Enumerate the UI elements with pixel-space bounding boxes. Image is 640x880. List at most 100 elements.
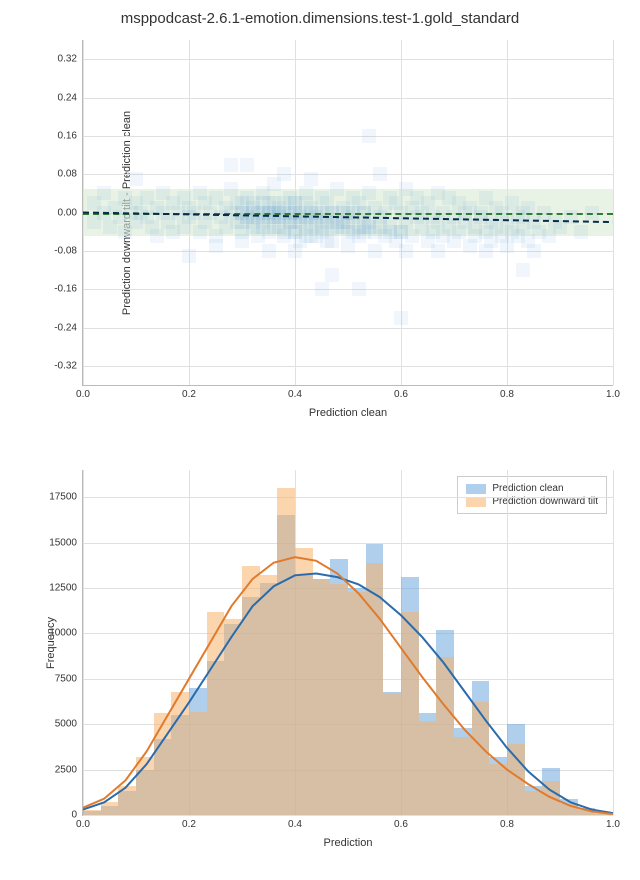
hist-bar	[171, 692, 188, 815]
grid-line	[83, 470, 84, 815]
scatter-point	[357, 225, 371, 239]
reference-line	[83, 213, 613, 215]
scatter-point	[527, 244, 541, 258]
xtick-label: 0.2	[182, 819, 196, 830]
xtick-label: 0.8	[500, 389, 514, 400]
xtick-label: 0.2	[182, 389, 196, 400]
xtick-label: 0.6	[394, 389, 408, 400]
grid-line	[83, 174, 613, 175]
xtick-label: 0.8	[500, 819, 514, 830]
ytick-label: 0.32	[58, 54, 77, 65]
hist-bar	[224, 619, 241, 815]
scatter-point	[97, 186, 111, 200]
ytick-label: 15000	[49, 537, 77, 548]
hist-bar	[454, 737, 471, 815]
scatter-point	[224, 182, 238, 196]
ytick-label: 0.24	[58, 92, 77, 103]
scatter-point	[224, 158, 238, 172]
scatter-point	[235, 234, 249, 248]
hist-bar	[83, 810, 100, 815]
hist-bar	[118, 786, 135, 815]
ytick-label: 7500	[55, 673, 77, 684]
grid-line	[613, 470, 614, 815]
legend-swatch	[466, 484, 486, 494]
ytick-label: 17500	[49, 492, 77, 503]
hist-bar	[136, 757, 153, 815]
grid-line	[83, 328, 613, 329]
hist-bar	[313, 579, 330, 815]
grid-line	[613, 40, 614, 385]
ytick-label: 0.00	[58, 207, 77, 218]
bottom-xlabel: Prediction	[324, 837, 373, 849]
scatter-point	[320, 234, 334, 248]
grid-line	[83, 59, 613, 60]
scatter-point	[277, 167, 291, 181]
legend-item: Prediction clean	[466, 483, 598, 494]
hist-bar	[207, 612, 224, 815]
xtick-label: 0.6	[394, 819, 408, 830]
hist-bar	[101, 802, 118, 815]
xtick-label: 0.4	[288, 819, 302, 830]
xtick-label: 0.0	[76, 389, 90, 400]
hist-bar	[507, 744, 524, 815]
xtick-label: 0.4	[288, 389, 302, 400]
scatter-point	[394, 311, 408, 325]
ytick-label: 5000	[55, 719, 77, 730]
hist-bar	[560, 804, 577, 815]
scatter-point	[368, 244, 382, 258]
ytick-label: 12500	[49, 583, 77, 594]
grid-line	[83, 543, 613, 544]
hist-bar	[154, 713, 171, 815]
ytick-label: 2500	[55, 764, 77, 775]
scatter-point	[362, 186, 376, 200]
scatter-point	[431, 244, 445, 258]
hist-bar	[595, 814, 612, 815]
grid-line	[83, 136, 613, 137]
ytick-label: 0.08	[58, 169, 77, 180]
xtick-label: 1.0	[606, 819, 620, 830]
legend: Prediction cleanPrediction downward tilt	[457, 476, 607, 514]
scatter-point	[325, 268, 339, 282]
xtick-label: 1.0	[606, 389, 620, 400]
hist-bar	[383, 693, 400, 815]
hist-bar	[366, 563, 383, 815]
scatter-point	[240, 158, 254, 172]
hist-bar	[401, 612, 418, 815]
hist-bar	[578, 810, 595, 815]
scatter-point	[150, 229, 164, 243]
hist-bar	[436, 657, 453, 815]
scatter-point	[516, 263, 530, 277]
scatter-point	[209, 239, 223, 253]
hist-bar	[542, 781, 559, 816]
scatter-panel: Prediction downward tilt - Prediction cl…	[82, 40, 613, 386]
scatter-point	[330, 182, 344, 196]
scatter-point	[288, 244, 302, 258]
legend-label: Prediction clean	[492, 483, 563, 494]
scatter-point	[399, 244, 413, 258]
figure-title: msppodcast-2.6.1-emotion.dimensions.test…	[0, 10, 640, 27]
ytick-label: -0.08	[54, 245, 77, 256]
ytick-label: 0.16	[58, 130, 77, 141]
hist-bar	[260, 575, 277, 815]
hist-bar	[277, 488, 294, 815]
top-xlabel: Prediction clean	[309, 407, 387, 419]
ytick-label: 10000	[49, 628, 77, 639]
scatter-point	[574, 225, 588, 239]
hist-bar	[419, 721, 436, 815]
scatter-point	[315, 282, 329, 296]
ytick-label: -0.24	[54, 322, 77, 333]
grid-line	[83, 497, 613, 498]
grid-line	[83, 289, 613, 290]
hist-bar	[489, 764, 506, 815]
scatter-point	[129, 172, 143, 186]
hist-bar	[348, 592, 365, 815]
scatter-point	[262, 244, 276, 258]
scatter-point	[394, 225, 408, 239]
hist-bar	[330, 584, 347, 815]
figure: msppodcast-2.6.1-emotion.dimensions.test…	[0, 0, 640, 880]
hist-bar	[242, 566, 259, 815]
hist-bar	[295, 548, 312, 815]
scatter-point	[373, 167, 387, 181]
bottom-ylabel: Frequency	[45, 617, 57, 669]
hist-bar	[189, 712, 206, 816]
